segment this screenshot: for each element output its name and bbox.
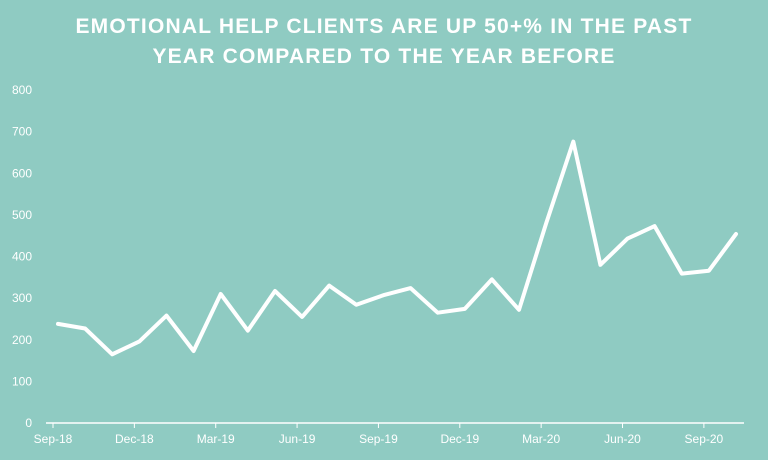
chart-title: EMOTIONAL HELP CLIENTS ARE UP 50+% IN TH… xyxy=(0,12,768,72)
x-tick-label: Mar-19 xyxy=(197,432,235,446)
y-tick-label: 0 xyxy=(25,416,32,430)
y-tick-label: 700 xyxy=(12,125,32,139)
x-tick-label: Dec-18 xyxy=(115,432,154,446)
chart-title-line-1: EMOTIONAL HELP CLIENTS ARE UP 50+% IN TH… xyxy=(75,15,693,38)
x-tick-label: Sep-20 xyxy=(685,432,724,446)
y-tick-label: 200 xyxy=(12,333,32,347)
series-line xyxy=(56,139,738,357)
y-tick-label: 100 xyxy=(12,374,32,388)
x-tick-label: Sep-18 xyxy=(34,432,73,446)
chart-title-line-2: YEAR COMPARED TO THE YEAR BEFORE xyxy=(152,45,616,68)
x-tick-label: Sep-19 xyxy=(359,432,398,446)
y-tick-label: 800 xyxy=(12,83,32,97)
x-tick-label: Mar-20 xyxy=(522,432,560,446)
y-tick-label: 500 xyxy=(12,208,32,222)
x-tick-label: Dec-19 xyxy=(440,432,479,446)
y-tick-label: 400 xyxy=(12,250,32,264)
y-tick-label: 600 xyxy=(12,166,32,180)
x-tick-label: Jun-20 xyxy=(604,432,641,446)
y-tick-label: 300 xyxy=(12,291,32,305)
x-tick-label: Jun-19 xyxy=(279,432,316,446)
